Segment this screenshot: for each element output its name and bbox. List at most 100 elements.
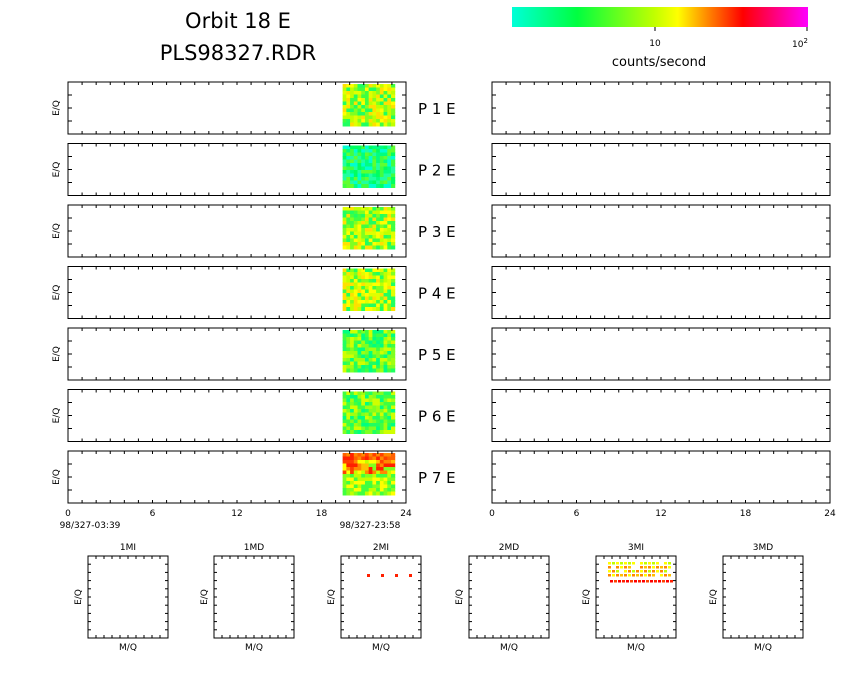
heatmap-cell <box>357 275 362 280</box>
heatmap-cell <box>346 354 351 359</box>
heatmap-cell <box>361 463 366 468</box>
heatmap-cell <box>383 453 388 457</box>
heatmap-cell <box>364 180 370 185</box>
heatmap-cell <box>353 351 359 355</box>
heatmap-cell <box>387 184 392 188</box>
heatmap-cell <box>379 484 385 489</box>
heatmap-cell <box>364 296 370 301</box>
heatmap-cell <box>364 337 370 341</box>
heatmap-cell <box>357 224 362 229</box>
heatmap-cell <box>376 177 381 181</box>
heatmap-cell <box>357 221 362 225</box>
heatmap-cell <box>376 430 381 434</box>
heatmap-cell <box>353 416 359 420</box>
heatmap-cell <box>372 426 377 431</box>
heatmap-cell <box>342 242 347 246</box>
mass-plot-ylabel: E/Q <box>200 589 210 605</box>
heatmap-cell <box>361 398 366 403</box>
heatmap-cell <box>364 94 370 99</box>
heatmap-cell <box>346 426 351 431</box>
heatmap-cell <box>342 391 347 396</box>
heatmap-cell <box>364 115 370 120</box>
mass-plot-point <box>632 574 635 577</box>
heatmap-cell <box>364 221 370 225</box>
heatmap-cell <box>357 303 362 308</box>
mass-plot-point <box>608 562 611 565</box>
heatmap-cell <box>387 152 392 157</box>
heatmap-cell <box>357 423 362 427</box>
heatmap-cell <box>379 231 385 236</box>
heatmap-cell <box>364 463 370 468</box>
heatmap-cell <box>379 354 385 359</box>
heatmap-cell <box>391 94 396 99</box>
heatmap-cell <box>346 333 351 338</box>
heatmap-cell <box>368 242 373 246</box>
heatmap-cell <box>387 231 392 236</box>
heatmap-cell <box>364 101 370 106</box>
heatmap-cell <box>379 293 385 297</box>
heatmap-cell <box>353 477 359 482</box>
heatmap-cell <box>379 286 385 290</box>
panel-3: E/Q P 3 E <box>52 204 831 258</box>
heatmap-cell <box>357 94 362 99</box>
heatmap-cell <box>357 235 362 239</box>
heatmap-cell <box>372 344 377 348</box>
heatmap-cell <box>357 122 362 127</box>
heatmap-cell <box>346 340 351 345</box>
heatmap-cell <box>361 333 366 338</box>
heatmap-cell <box>342 409 347 413</box>
heatmap-cell <box>391 108 396 113</box>
mass-plot-xlabel: M/Q <box>372 643 390 653</box>
heatmap-cell <box>342 337 347 341</box>
heatmap-cell <box>391 231 396 236</box>
heatmap-cell <box>368 184 373 188</box>
heatmap-cell <box>391 242 396 246</box>
heatmap-cell <box>379 347 385 352</box>
heatmap-cell <box>383 460 388 464</box>
heatmap-cell <box>342 119 347 123</box>
heatmap-cell <box>368 105 373 109</box>
heatmap-cell <box>376 84 381 88</box>
mass-plot-ylabel: E/Q <box>74 589 84 605</box>
heatmap-cell <box>361 177 366 181</box>
heatmap-cell <box>353 296 359 301</box>
heatmap-cell <box>379 112 385 116</box>
heatmap-cell <box>361 275 366 280</box>
mass-plot-point <box>616 570 619 573</box>
heatmap-cell <box>346 416 351 420</box>
heatmap-cell <box>364 477 370 482</box>
heatmap-cell <box>346 231 351 236</box>
heatmap-cell <box>346 365 351 369</box>
heatmap-cell <box>368 409 373 413</box>
heatmap-cell <box>350 351 355 355</box>
heatmap-cell <box>353 115 359 120</box>
heatmap-cell <box>391 368 396 373</box>
heatmap-cell <box>387 98 392 102</box>
heatmap-cell <box>364 453 370 457</box>
heatmap-cell <box>391 293 396 297</box>
heatmap-cell <box>391 98 396 102</box>
mass-plot-1md: 1MD M/Q E/Q <box>200 543 295 653</box>
heatmap-cell <box>353 337 359 341</box>
heatmap-cell <box>368 293 373 297</box>
heatmap-cell <box>383 405 388 410</box>
heatmap-cell <box>346 337 351 341</box>
heatmap-cell <box>379 470 385 475</box>
heatmap-cell <box>342 173 347 178</box>
heatmap-cell <box>353 94 359 99</box>
heatmap-cell <box>350 296 355 301</box>
heatmap-cell <box>391 474 396 478</box>
heatmap-cell <box>342 460 347 464</box>
heatmap-cell <box>372 296 377 301</box>
heatmap-cell <box>361 98 366 102</box>
heatmap-cell <box>387 474 392 478</box>
heatmap-cell <box>383 279 388 283</box>
heatmap-cell <box>379 210 385 215</box>
heatmap-cell <box>379 365 385 369</box>
heatmap-cell <box>364 456 370 461</box>
heatmap-cell <box>387 289 392 294</box>
heatmap-cell <box>387 119 392 123</box>
heatmap-cell <box>387 412 392 417</box>
mass-plot-point <box>632 562 635 565</box>
heatmap-cell <box>387 268 392 273</box>
